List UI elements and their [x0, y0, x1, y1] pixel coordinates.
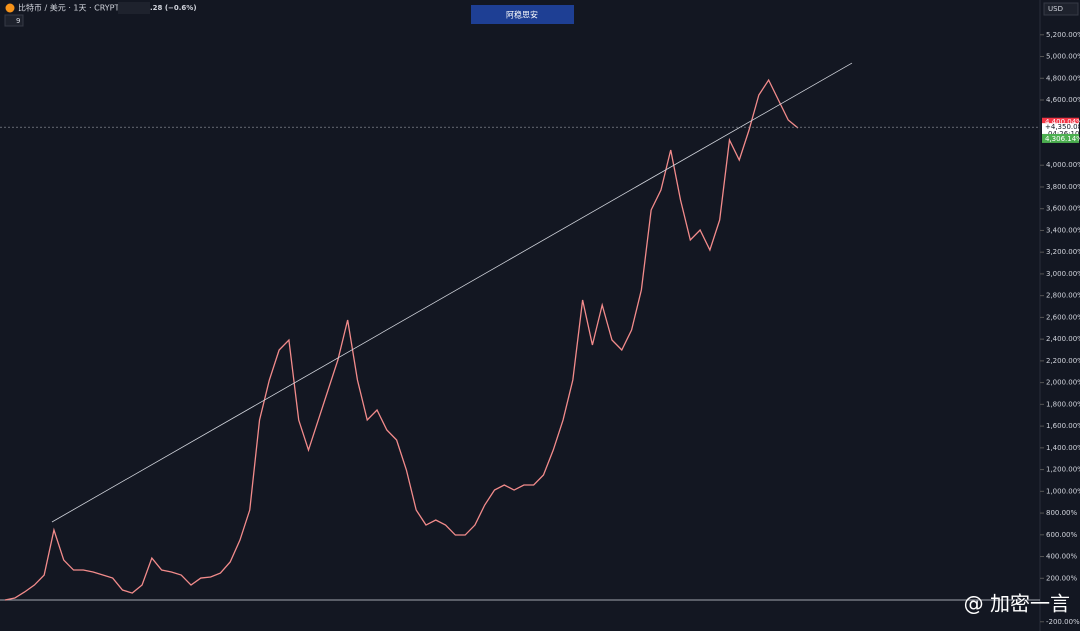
watermark: @ 加密一言 [964, 592, 1070, 616]
currency-select[interactable] [1043, 2, 1079, 16]
indicator-toggle[interactable] [4, 14, 24, 27]
y-tick-label: 600.00% [1046, 531, 1077, 539]
indicator-count: 9 [16, 17, 20, 25]
y-tick-label: 3,800.00% [1046, 183, 1080, 191]
last-label: +4,350.08% [1045, 123, 1080, 131]
y-tick-label: 2,200.00% [1046, 357, 1080, 365]
y-tick-label: 400.00% [1046, 553, 1077, 561]
y-tick-label: 4,600.00% [1046, 96, 1080, 104]
low-label: 4,306.14% [1045, 135, 1080, 143]
change: .28 (−0.6%) [150, 4, 197, 12]
high-label: 4,400.04% [1045, 118, 1080, 126]
y-tick-label: 2,800.00% [1046, 292, 1080, 300]
y-tick-label: 3,600.00% [1046, 205, 1080, 213]
y-tick-label: 1,000.00% [1046, 487, 1080, 495]
y-tick-label: 4,800.00% [1046, 74, 1080, 82]
button[interactable] [471, 5, 574, 24]
y-tick-label: 3,400.00% [1046, 226, 1080, 234]
y-tick-label: 2,600.00% [1046, 313, 1080, 321]
y-tick-label: 4,000.00% [1046, 161, 1080, 169]
y-tick-label: 1,800.00% [1046, 400, 1080, 408]
y-tick-label: 2,400.00% [1046, 335, 1080, 343]
symbol-title: 比特币 / 美元 · 1天 · CRYPTO [18, 3, 126, 13]
toolbar[interactable] [118, 2, 150, 14]
y-tick-label: -200.00% [1046, 618, 1080, 626]
button-label: 阿稳思安 [506, 10, 538, 20]
coin-icon [5, 3, 15, 13]
y-tick-label: 1,400.00% [1046, 444, 1080, 452]
y-tick-label: 5,000.00% [1046, 53, 1080, 61]
currency: USD [1048, 5, 1063, 13]
y-tick-label: 1,600.00% [1046, 422, 1080, 430]
y-tick-label: 200.00% [1046, 574, 1077, 582]
y-tick-label: 3,000.00% [1046, 270, 1080, 278]
high-box [1042, 117, 1079, 127]
trendline [51, 62, 853, 523]
y-tick-label: 2,000.00% [1046, 379, 1080, 387]
low-box [1042, 133, 1079, 143]
y-tick-label: 3,200.00% [1046, 248, 1080, 256]
y-tick-label: 800.00% [1046, 509, 1077, 517]
y-tick-label: 5,200.00% [1046, 31, 1080, 39]
y-tick-label: 1,200.00% [1046, 466, 1080, 474]
